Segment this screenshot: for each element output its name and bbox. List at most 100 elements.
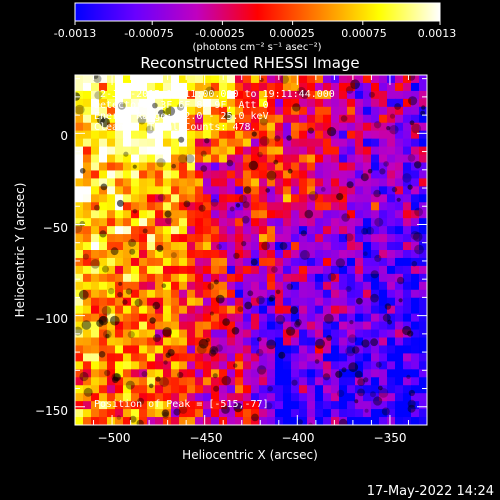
heatmap-cell	[387, 305, 396, 315]
heatmap-cell	[331, 305, 340, 315]
heatmap-cell	[363, 90, 372, 100]
heatmap-cell	[171, 154, 180, 164]
heatmap-cell	[203, 162, 212, 172]
heatmap-cell	[347, 305, 356, 315]
heatmap-cell	[323, 234, 332, 243]
heatmap-speckle	[104, 369, 111, 377]
heatmap-cell	[115, 250, 124, 259]
heatmap-cell	[203, 90, 212, 100]
heatmap-cell	[227, 313, 236, 323]
heatmap-cell	[243, 353, 252, 362]
heatmap-cell	[187, 202, 196, 211]
heatmap-cell	[235, 130, 244, 140]
heatmap-speckle	[94, 204, 100, 211]
heatmap-cell	[147, 377, 156, 386]
heatmap-cell	[83, 385, 92, 394]
heatmap-cell	[243, 281, 252, 291]
heatmap-cell	[419, 210, 427, 219]
heatmap-cell	[283, 305, 292, 315]
heatmap-cell	[339, 313, 348, 323]
heatmap-cell	[315, 154, 324, 164]
heatmap-cell	[387, 122, 396, 132]
heatmap-cell	[347, 281, 356, 291]
heatmap-cell	[131, 218, 140, 227]
heatmap-cell	[307, 337, 316, 347]
heatmap-cell	[155, 281, 164, 291]
heatmap-cell	[339, 162, 348, 172]
heatmap-cell	[123, 321, 132, 331]
heatmap-cell	[283, 321, 292, 331]
heatmap-cell	[211, 178, 220, 187]
heatmap-cell	[363, 313, 372, 323]
heatmap-cell	[307, 297, 316, 307]
colorbar-frame	[74, 2, 441, 22]
heatmap-cell	[403, 297, 412, 307]
heatmap-cell	[83, 178, 92, 187]
heatmap-cell	[187, 90, 196, 100]
heatmap-cell	[275, 114, 284, 124]
heatmap-cell	[387, 186, 396, 195]
heatmap-cell	[347, 409, 356, 418]
heatmap-cell	[275, 321, 284, 331]
heatmap-speckle	[268, 296, 274, 302]
heatmap-cell	[115, 186, 124, 195]
heatmap-cell	[187, 186, 196, 195]
heatmap-cell	[403, 369, 412, 378]
heatmap-cell	[115, 417, 124, 425]
heatmap-cell	[259, 297, 268, 307]
heatmap-cell	[75, 226, 84, 235]
heatmap-speckle	[411, 260, 418, 267]
heatmap-cell	[75, 114, 84, 124]
heatmap-speckle	[167, 349, 175, 357]
heatmap-cell	[243, 130, 252, 140]
heatmap-cell	[379, 257, 388, 267]
heatmap-cell	[187, 401, 196, 410]
heatmap-cell	[163, 90, 172, 100]
heatmap-cell	[131, 409, 140, 418]
heatmap-cell	[203, 377, 212, 386]
heatmap-cell	[323, 377, 332, 386]
heatmap-cell	[395, 186, 404, 195]
heatmap-cell	[251, 122, 260, 132]
colorbar-tick-label-5: 0.0013	[418, 27, 457, 40]
heatmap-cell	[355, 138, 364, 148]
heatmap-speckle	[370, 391, 376, 398]
heatmap-cell	[403, 226, 412, 235]
heatmap-cell	[331, 313, 340, 323]
heatmap-cell	[307, 162, 316, 172]
heatmap-cell	[307, 321, 316, 331]
heatmap-cell	[187, 329, 196, 339]
heatmap-cell	[371, 218, 380, 227]
heatmap-cell	[83, 409, 92, 418]
heatmap-cell	[339, 337, 348, 347]
heatmap-cell	[227, 297, 236, 307]
heatmap-cell	[267, 98, 276, 108]
heatmap-cell	[203, 313, 212, 323]
heatmap-cell	[315, 289, 324, 299]
heatmap-cell	[419, 393, 427, 402]
heatmap-cell	[131, 122, 140, 132]
heatmap-cell	[379, 417, 388, 425]
heatmap-cell	[291, 82, 300, 92]
heatmap-cell	[355, 178, 364, 187]
heatmap-cell	[419, 242, 427, 251]
heatmap-cell	[355, 234, 364, 243]
heatmap-cell	[331, 218, 340, 227]
heatmap-cell	[251, 313, 260, 323]
heatmap-cell	[307, 281, 316, 291]
heatmap-cell	[419, 281, 427, 291]
heatmap-cell	[323, 385, 332, 394]
heatmap-cell	[219, 409, 228, 418]
heatmap-cell	[83, 345, 92, 354]
heatmap-speckle	[339, 418, 348, 425]
heatmap-cell	[235, 369, 244, 378]
heatmap-cell	[187, 106, 196, 116]
heatmap-cell	[307, 273, 316, 283]
heatmap-cell	[99, 90, 108, 100]
heatmap-cell	[219, 226, 228, 235]
heatmap-cell	[379, 377, 388, 386]
heatmap-cell	[203, 250, 212, 259]
heatmap-cell	[347, 329, 356, 339]
heatmap-cell	[147, 281, 156, 291]
heatmap-speckle	[265, 188, 271, 193]
